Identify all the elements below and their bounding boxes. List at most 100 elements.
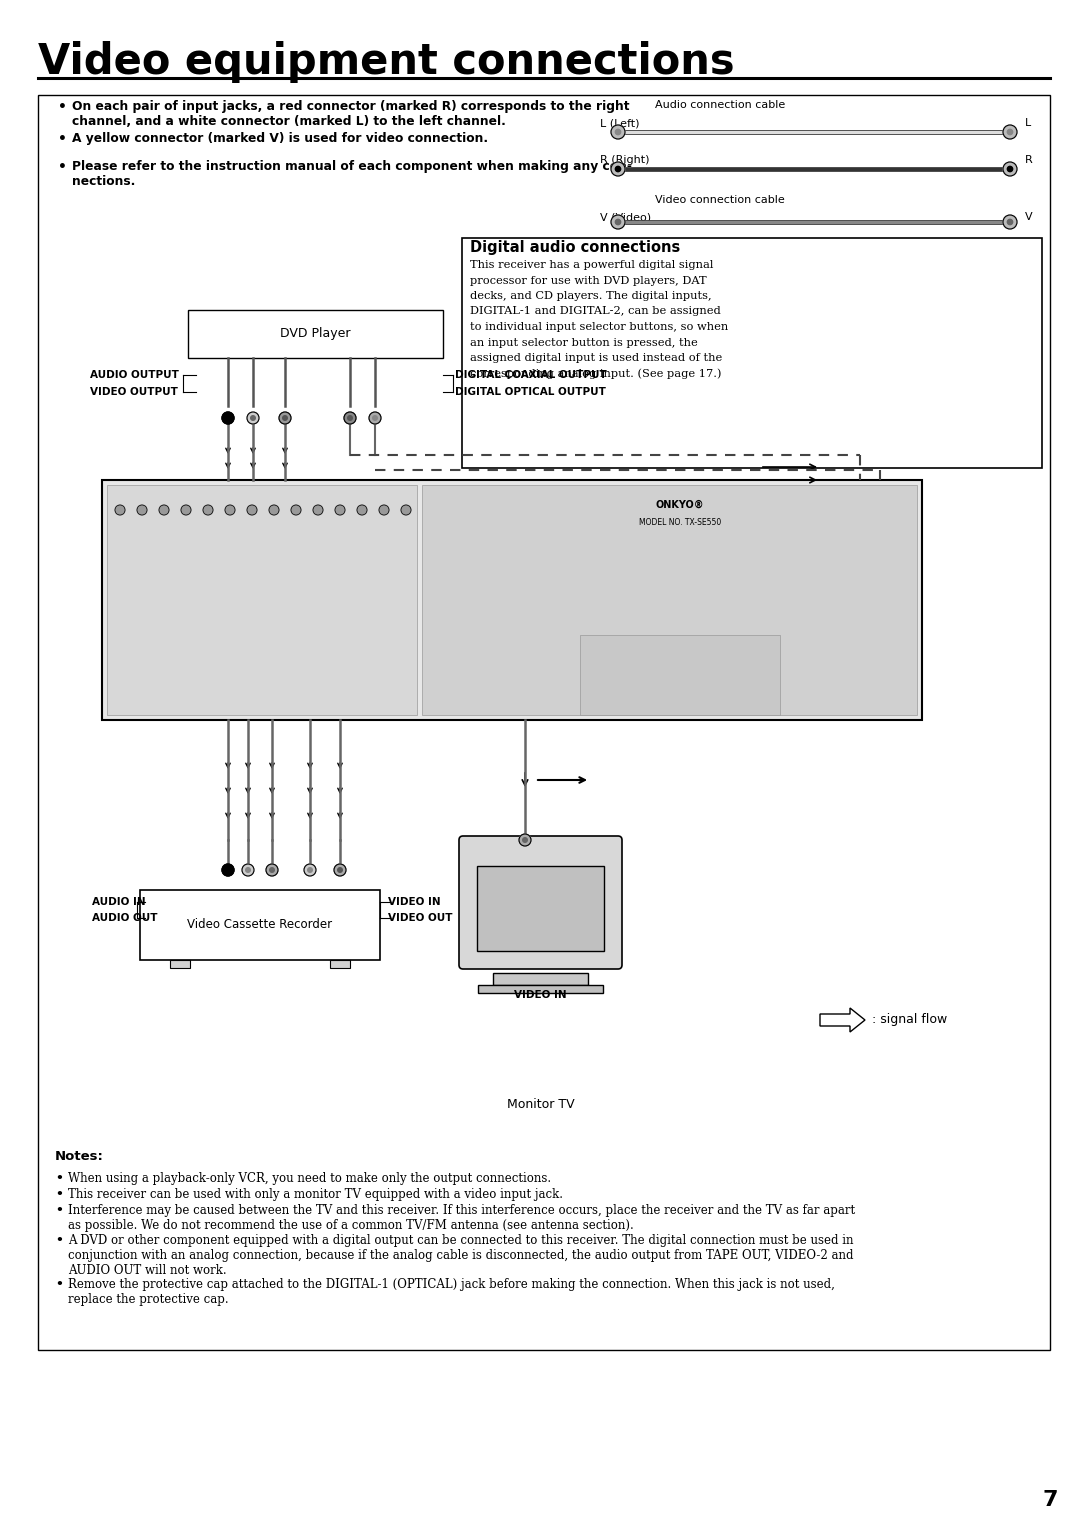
Bar <box>107 484 417 715</box>
Circle shape <box>379 504 389 515</box>
Text: •: • <box>55 1187 63 1201</box>
Bar <box>477 866 604 950</box>
Text: •: • <box>58 99 67 115</box>
Text: Notes:: Notes: <box>55 1151 104 1163</box>
Text: •: • <box>58 131 67 147</box>
Text: AUDIO IN: AUDIO IN <box>92 897 146 908</box>
Circle shape <box>247 413 259 423</box>
Circle shape <box>338 868 342 872</box>
Circle shape <box>348 416 352 420</box>
Bar <box>492 973 588 986</box>
Text: ONKYO®: ONKYO® <box>656 500 704 510</box>
Circle shape <box>222 863 234 876</box>
Circle shape <box>137 504 147 515</box>
Text: VIDEO IN: VIDEO IN <box>514 990 567 999</box>
Text: to individual input selector buttons, so when: to individual input selector buttons, so… <box>470 322 728 332</box>
Circle shape <box>401 504 411 515</box>
Text: Video equipment connections: Video equipment connections <box>38 41 734 83</box>
Circle shape <box>611 215 625 229</box>
Circle shape <box>373 416 377 420</box>
Text: VIDEO OUTPUT: VIDEO OUTPUT <box>90 387 178 397</box>
Circle shape <box>269 504 279 515</box>
Text: When using a playback-only VCR, you need to make only the output connections.: When using a playback-only VCR, you need… <box>68 1172 551 1186</box>
Circle shape <box>1008 220 1013 225</box>
Circle shape <box>345 413 356 423</box>
Text: This receiver has a powerful digital signal: This receiver has a powerful digital sig… <box>470 260 714 270</box>
Text: MODEL NO. TX-SE550: MODEL NO. TX-SE550 <box>639 518 721 527</box>
Text: DVD Player: DVD Player <box>280 327 351 341</box>
Text: This receiver can be used with only a monitor TV equipped with a video input jac: This receiver can be used with only a mo… <box>68 1187 563 1201</box>
Text: V: V <box>1025 212 1032 222</box>
Bar <box>140 889 380 960</box>
Circle shape <box>313 504 323 515</box>
Text: •: • <box>55 1235 63 1247</box>
FancyBboxPatch shape <box>459 836 622 969</box>
Bar <box>462 238 1042 468</box>
Circle shape <box>203 504 213 515</box>
Circle shape <box>1003 162 1017 176</box>
Circle shape <box>279 413 291 423</box>
Circle shape <box>114 504 125 515</box>
Circle shape <box>1008 130 1013 134</box>
Circle shape <box>611 125 625 139</box>
Circle shape <box>225 504 235 515</box>
Circle shape <box>247 504 257 515</box>
Text: Video connection cable: Video connection cable <box>656 196 785 205</box>
Bar <box>170 960 190 969</box>
Circle shape <box>523 837 527 842</box>
Bar <box>38 95 1050 1351</box>
Text: DIGITAL-1 and DIGITAL-2, can be assigned: DIGITAL-1 and DIGITAL-2, can be assigned <box>470 307 720 316</box>
Bar <box>478 986 603 993</box>
Text: R: R <box>1025 154 1032 165</box>
Circle shape <box>226 868 230 872</box>
Circle shape <box>335 504 345 515</box>
Polygon shape <box>820 1008 865 1031</box>
Text: A yellow connector (marked V) is used for video connection.: A yellow connector (marked V) is used fo… <box>72 131 488 145</box>
Text: Video Cassette Recorder: Video Cassette Recorder <box>188 918 333 932</box>
Text: processor for use with DVD players, DAT: processor for use with DVD players, DAT <box>470 275 706 286</box>
Bar <box>330 960 350 969</box>
Circle shape <box>308 868 312 872</box>
Text: : signal flow: : signal flow <box>872 1013 947 1027</box>
Circle shape <box>181 504 191 515</box>
Text: VIDEO OUT: VIDEO OUT <box>388 914 453 923</box>
Circle shape <box>369 413 381 423</box>
Circle shape <box>251 416 255 420</box>
Circle shape <box>357 504 367 515</box>
Circle shape <box>246 868 251 872</box>
Text: •: • <box>55 1172 63 1186</box>
Text: AUDIO OUT: AUDIO OUT <box>92 914 158 923</box>
Circle shape <box>1003 125 1017 139</box>
Text: L: L <box>1025 118 1031 128</box>
Text: Remove the protective cap attached to the DIGITAL-1 (OPTICAL) jack before making: Remove the protective cap attached to th… <box>68 1277 835 1306</box>
Text: assigned digital input is used instead of the: assigned digital input is used instead o… <box>470 353 723 364</box>
Bar <box>188 310 443 358</box>
Circle shape <box>1008 167 1013 171</box>
Text: V (Video): V (Video) <box>600 212 651 222</box>
Text: AUDIO OUTPUT: AUDIO OUTPUT <box>90 370 179 380</box>
Text: L (Left): L (Left) <box>600 118 639 128</box>
Text: decks, and CD players. The digital inputs,: decks, and CD players. The digital input… <box>470 290 712 301</box>
Circle shape <box>611 162 625 176</box>
Circle shape <box>519 834 531 847</box>
Bar <box>580 636 780 715</box>
Text: Please refer to the instruction manual of each component when making any con-
ne: Please refer to the instruction manual o… <box>72 160 632 188</box>
Circle shape <box>283 416 287 420</box>
Circle shape <box>616 130 621 134</box>
Text: On each pair of input jacks, a red connector (marked R) corresponds to the right: On each pair of input jacks, a red conne… <box>72 99 630 128</box>
Circle shape <box>222 413 234 423</box>
Text: Audio connection cable: Audio connection cable <box>654 99 785 110</box>
Text: DIGITAL OPTICAL OUTPUT: DIGITAL OPTICAL OUTPUT <box>455 387 606 397</box>
Text: •: • <box>58 160 67 174</box>
Text: •: • <box>55 1277 63 1291</box>
Text: VIDEO IN: VIDEO IN <box>388 897 441 908</box>
Text: Interference may be caused between the TV and this receiver. If this interferenc: Interference may be caused between the T… <box>68 1204 855 1232</box>
Text: 7: 7 <box>1042 1490 1057 1510</box>
Circle shape <box>242 863 254 876</box>
Circle shape <box>616 220 621 225</box>
Text: Monitor TV: Monitor TV <box>507 1099 575 1111</box>
Circle shape <box>266 863 278 876</box>
Circle shape <box>291 504 301 515</box>
Text: •: • <box>55 1204 63 1216</box>
Bar <box>102 480 922 720</box>
